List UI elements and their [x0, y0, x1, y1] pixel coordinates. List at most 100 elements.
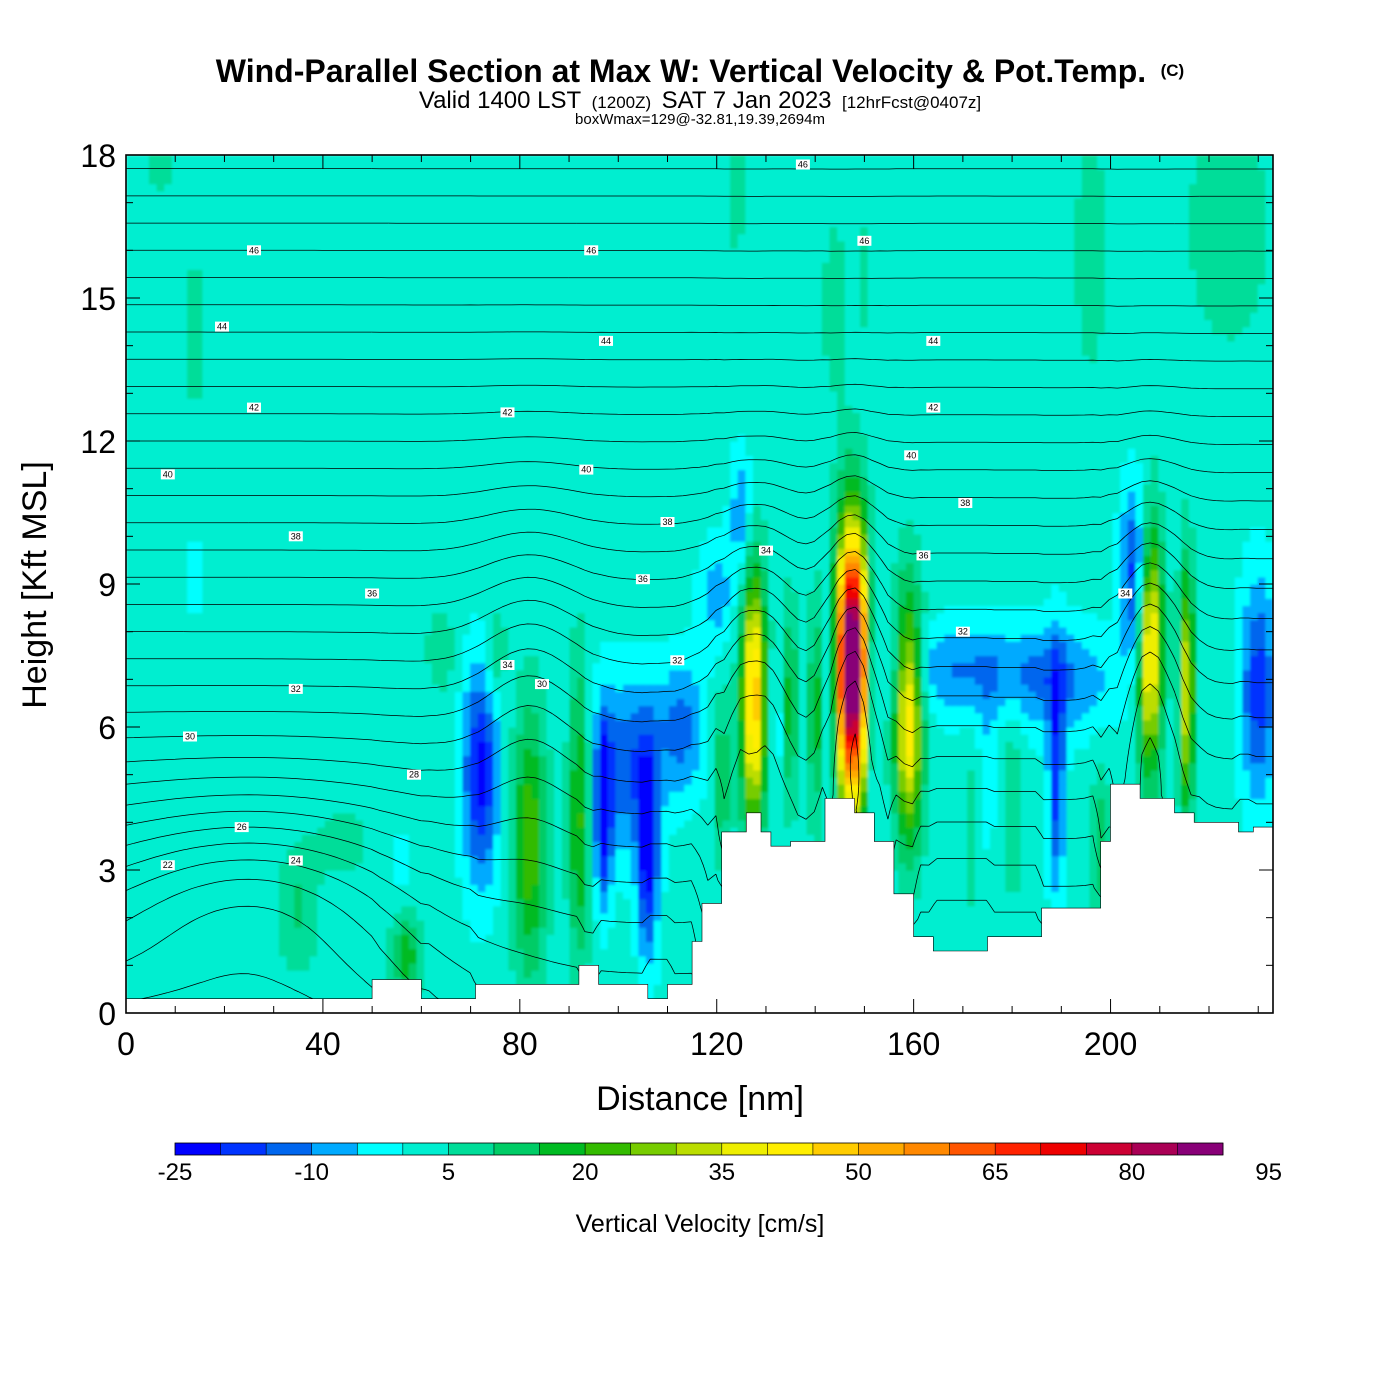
field-cell	[538, 805, 548, 814]
field-cell	[913, 819, 922, 828]
field-cell	[294, 870, 303, 878]
field-cell	[271, 805, 280, 814]
field-cell	[126, 848, 135, 857]
field-cell	[340, 777, 349, 785]
field-cell	[577, 848, 586, 857]
field-cell	[691, 834, 701, 842]
field-cell	[332, 805, 341, 814]
field-cell	[217, 855, 227, 864]
field-cell	[875, 791, 884, 800]
field-cell	[454, 920, 464, 928]
field-cell	[1074, 798, 1083, 807]
field-cell	[691, 777, 701, 785]
field-cell	[370, 920, 379, 928]
field-cell	[699, 784, 708, 792]
field-cell	[814, 819, 823, 828]
field-cell	[753, 798, 762, 807]
field-cell	[431, 862, 441, 871]
field-cell	[829, 784, 838, 792]
field-cell	[500, 798, 509, 807]
field-cell	[424, 805, 433, 814]
field-cell	[141, 927, 150, 935]
field-cell	[278, 927, 288, 935]
field-cell	[179, 791, 188, 800]
field-cell	[278, 970, 288, 978]
field-cell	[278, 862, 288, 871]
field-cell	[240, 891, 249, 900]
field-cell	[416, 812, 425, 821]
field-cell	[263, 970, 272, 978]
field-cell	[645, 984, 655, 993]
field-cell	[577, 941, 586, 950]
field-cell	[600, 905, 609, 914]
field-cell	[278, 941, 288, 950]
field-cell	[1081, 891, 1091, 900]
field-cell	[1035, 877, 1045, 885]
field-cell	[676, 848, 685, 857]
field-cell	[340, 827, 349, 835]
field-cell	[997, 898, 1006, 907]
field-cell	[523, 970, 532, 978]
field-cell	[883, 827, 892, 835]
field-cell	[676, 955, 685, 964]
field-cell	[179, 812, 188, 821]
field-cell	[600, 855, 609, 864]
field-cell	[1143, 777, 1152, 785]
field-cell	[1058, 898, 1068, 907]
field-cell	[332, 941, 341, 950]
field-cell	[531, 819, 540, 828]
field-cell	[1257, 812, 1266, 821]
field-cell	[355, 905, 364, 914]
field-cell	[278, 977, 288, 985]
field-cell	[928, 905, 938, 914]
field-cell	[332, 984, 341, 993]
field-cell	[454, 934, 464, 943]
field-cell	[424, 970, 433, 978]
field-cell	[898, 777, 907, 785]
field-cell	[340, 991, 349, 1000]
field-cell	[554, 870, 563, 878]
field-cell	[997, 798, 1006, 807]
field-cell	[959, 827, 968, 835]
field-cell	[202, 769, 211, 778]
field-cell	[990, 855, 999, 864]
field-cell	[531, 962, 540, 971]
field-cell	[164, 920, 173, 928]
field-cell	[141, 884, 150, 893]
field-cell	[225, 877, 234, 885]
field-cell	[355, 784, 364, 792]
field-cell	[255, 962, 265, 971]
field-cell	[332, 791, 341, 800]
field-cell	[171, 920, 181, 928]
field-cell	[210, 834, 219, 842]
field-cell	[1097, 819, 1106, 828]
field-cell	[714, 798, 724, 807]
field-cell	[883, 805, 892, 814]
field-cell	[148, 812, 158, 821]
field-cell	[707, 827, 716, 835]
field-cell	[378, 877, 387, 885]
field-cell	[531, 884, 540, 893]
field-cell	[944, 920, 953, 928]
field-cell	[416, 962, 425, 971]
field-cell	[936, 855, 945, 864]
field-cell	[240, 769, 249, 778]
field-cell	[347, 841, 356, 850]
field-cell	[439, 798, 448, 807]
field-cell	[317, 891, 326, 900]
field-cell	[577, 877, 586, 885]
field-cell	[217, 798, 227, 807]
field-cell	[171, 819, 181, 828]
field-cell	[569, 870, 578, 878]
field-cell	[905, 870, 915, 878]
field-cell	[1081, 855, 1091, 864]
field-cell	[171, 855, 181, 864]
field-cell	[332, 920, 341, 928]
field-cell	[240, 991, 249, 1000]
field-cell	[990, 912, 999, 921]
field-cell	[462, 791, 471, 800]
field-cell	[569, 920, 578, 928]
field-cell	[385, 834, 395, 842]
field-cell	[248, 920, 257, 928]
